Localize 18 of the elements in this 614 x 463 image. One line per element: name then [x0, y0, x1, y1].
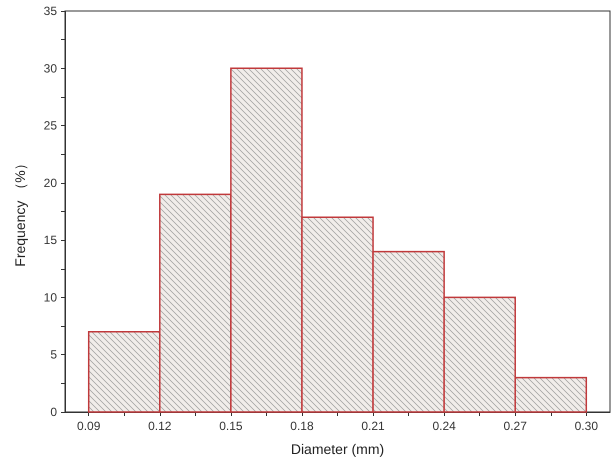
x-tick-label: 0.18 — [290, 419, 314, 433]
y-tick-label: 35 — [44, 4, 58, 18]
y-tick-label: 20 — [44, 176, 58, 190]
x-tick-label: 0.09 — [77, 419, 101, 433]
x-tick-label: 0.12 — [148, 419, 172, 433]
x-tick-label: 0.30 — [574, 419, 598, 433]
y-tick-label: 25 — [44, 118, 58, 133]
y-tick-label: 0 — [50, 405, 58, 419]
y-tick-label: 15 — [44, 233, 58, 248]
x-axis-title: Diameter (mm) — [290, 441, 384, 457]
y-tick-label: 10 — [44, 290, 58, 304]
x-tick-label: 0.15 — [219, 419, 243, 433]
y-tick-label: 5 — [50, 348, 58, 362]
y-axis-title: Frequency （%） — [12, 156, 28, 267]
x-tick-label: 0.27 — [504, 419, 528, 433]
x-tick-label: 0.21 — [361, 419, 386, 433]
y-tick-label: 30 — [44, 61, 58, 76]
x-tick-label: 0.24 — [432, 419, 456, 433]
